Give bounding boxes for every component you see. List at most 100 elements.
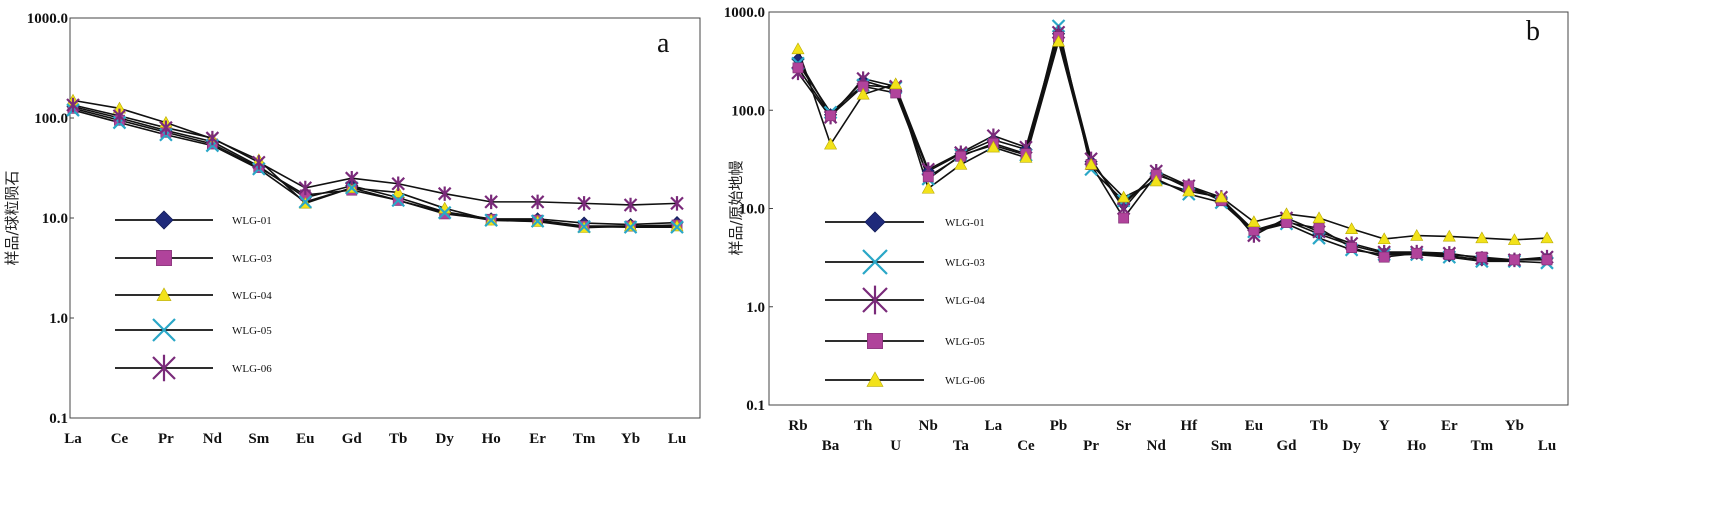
data-point: [1052, 34, 1066, 47]
legend-marker: [152, 354, 176, 382]
y-axis-label: 样品/原始地幔: [727, 160, 745, 255]
y-tick-label: 1000.0: [724, 5, 765, 21]
data-point: [1476, 251, 1488, 263]
x-tick-label: Er: [529, 431, 546, 447]
y-tick-label: 100.0: [731, 103, 765, 119]
series-line-wlg-04: [72, 99, 677, 229]
x-tick-label: Y: [1379, 418, 1390, 434]
legend-label: WLG-01: [232, 215, 272, 227]
legend-label: WLG-06: [945, 375, 985, 387]
data-point: [530, 214, 545, 228]
y-tick-label: 10.0: [739, 202, 765, 218]
x-tick-label: Dy: [1342, 438, 1361, 454]
x-tick-label: Hf: [1180, 418, 1198, 434]
series-line-wlg-06: [797, 38, 1548, 241]
data-point: [159, 120, 173, 135]
data-point: [1019, 150, 1033, 163]
legend-marker: [156, 250, 172, 266]
data-point: [577, 196, 591, 211]
data-point: [437, 205, 452, 220]
x-tick-label: Nd: [203, 431, 223, 447]
data-point: [1247, 215, 1261, 228]
legend: WLG-01 WLG-03 WLG-04 WLG-05 WLG-06: [825, 211, 985, 387]
data-point: [889, 77, 903, 90]
x-tick-label: La: [985, 418, 1003, 434]
panel-letter: a: [657, 28, 670, 59]
x-tick-label: Th: [854, 418, 873, 434]
series-line-wlg-05: [72, 109, 677, 228]
x-tick-label: La: [64, 431, 82, 447]
data-point: [577, 219, 591, 234]
x-tick-label: Tb: [1310, 418, 1328, 434]
data-point: [1214, 190, 1228, 203]
data-point: [112, 108, 127, 124]
legend-marker: [867, 333, 883, 349]
x-tick-label: Nd: [1147, 438, 1167, 454]
data-point: [205, 130, 220, 146]
legend-marker: [864, 211, 886, 233]
y-tick-label: 1000.0: [27, 11, 68, 27]
data-point: [890, 87, 902, 99]
data-point: [954, 157, 968, 170]
x-tick-label: Tm: [1471, 438, 1494, 454]
series-line-wlg-04: [797, 29, 1548, 261]
data-point: [1540, 231, 1554, 244]
series-markers-wlg-06: [791, 34, 1554, 245]
x-tick-label: Lu: [668, 431, 686, 447]
data-point: [1084, 157, 1098, 170]
series-markers-wlg-05: [792, 31, 1553, 266]
data-point: [1149, 174, 1163, 187]
data-point: [986, 140, 1000, 153]
data-point: [1509, 254, 1520, 266]
series-line-wlg-03: [797, 25, 1548, 264]
x-tick-label: Ho: [1407, 438, 1426, 454]
data-point: [856, 87, 870, 100]
series-markers-wlg-05: [66, 103, 684, 234]
data-point: [1378, 251, 1390, 263]
y-tick-label: 1.0: [49, 311, 68, 327]
data-point: [298, 180, 313, 196]
legend-marker: [152, 318, 176, 342]
x-tick-label: Pb: [1050, 418, 1068, 434]
data-point: [1541, 254, 1553, 266]
chart-panel-a: 1000.0 100.0 10.0 1.0 0.1 样品/球粒陨石 La Ce Pr Nd Sm Eu…: [3, 11, 701, 447]
data-point: [344, 171, 359, 186]
legend-label: WLG-06: [232, 363, 272, 375]
x-tick-label: Ta: [953, 438, 970, 454]
data-point: [1507, 233, 1521, 245]
x-tick-label: Ho: [482, 431, 501, 447]
plot-frame: [768, 11, 1569, 406]
legend-label: WLG-03: [232, 253, 272, 265]
x-tick-label: Lu: [1538, 438, 1556, 454]
data-point: [1117, 190, 1131, 203]
data-point: [391, 193, 406, 208]
x-tick-label: Ce: [111, 431, 129, 447]
y-tick-label: 0.1: [746, 398, 765, 414]
x-tick-label: Nb: [919, 418, 938, 434]
data-point: [252, 155, 266, 170]
y-tick-label: 1.0: [746, 300, 765, 316]
y-axis-label: 样品/球粒陨石: [3, 170, 21, 265]
legend: WLG-01 WLG-03 WLG-04 WLG-05 WLG-06: [115, 210, 272, 382]
data-point: [921, 181, 935, 194]
x-tick-label: Rb: [788, 418, 807, 434]
data-point: [66, 97, 80, 113]
data-point: [530, 194, 545, 210]
series-markers-wlg-04: [66, 93, 684, 233]
data-point: [1118, 212, 1130, 224]
x-tick-label: Eu: [296, 431, 314, 447]
data-point: [1279, 207, 1293, 220]
x-tick-label: Gd: [1276, 438, 1297, 454]
chart-panel-b: 1000.0 100.0 10.0 1.0 0.1 样品/原始地幔 Rb Ba Th U Nb Ta L…: [724, 5, 1569, 454]
legend-marker: [862, 285, 888, 315]
x-tick-label: U: [890, 438, 901, 454]
y-tick-label: 10.0: [42, 211, 68, 227]
series-markers-wlg-03: [791, 19, 1554, 270]
series-line-wlg-01: [797, 30, 1548, 261]
x-tick-label: Yb: [1505, 418, 1524, 434]
series-markers-wlg-06: [66, 97, 684, 213]
data-point: [1312, 211, 1326, 224]
x-tick-label: Eu: [1245, 418, 1263, 434]
x-tick-label: Sr: [1116, 418, 1131, 434]
legend-label: WLG-03: [945, 257, 985, 269]
